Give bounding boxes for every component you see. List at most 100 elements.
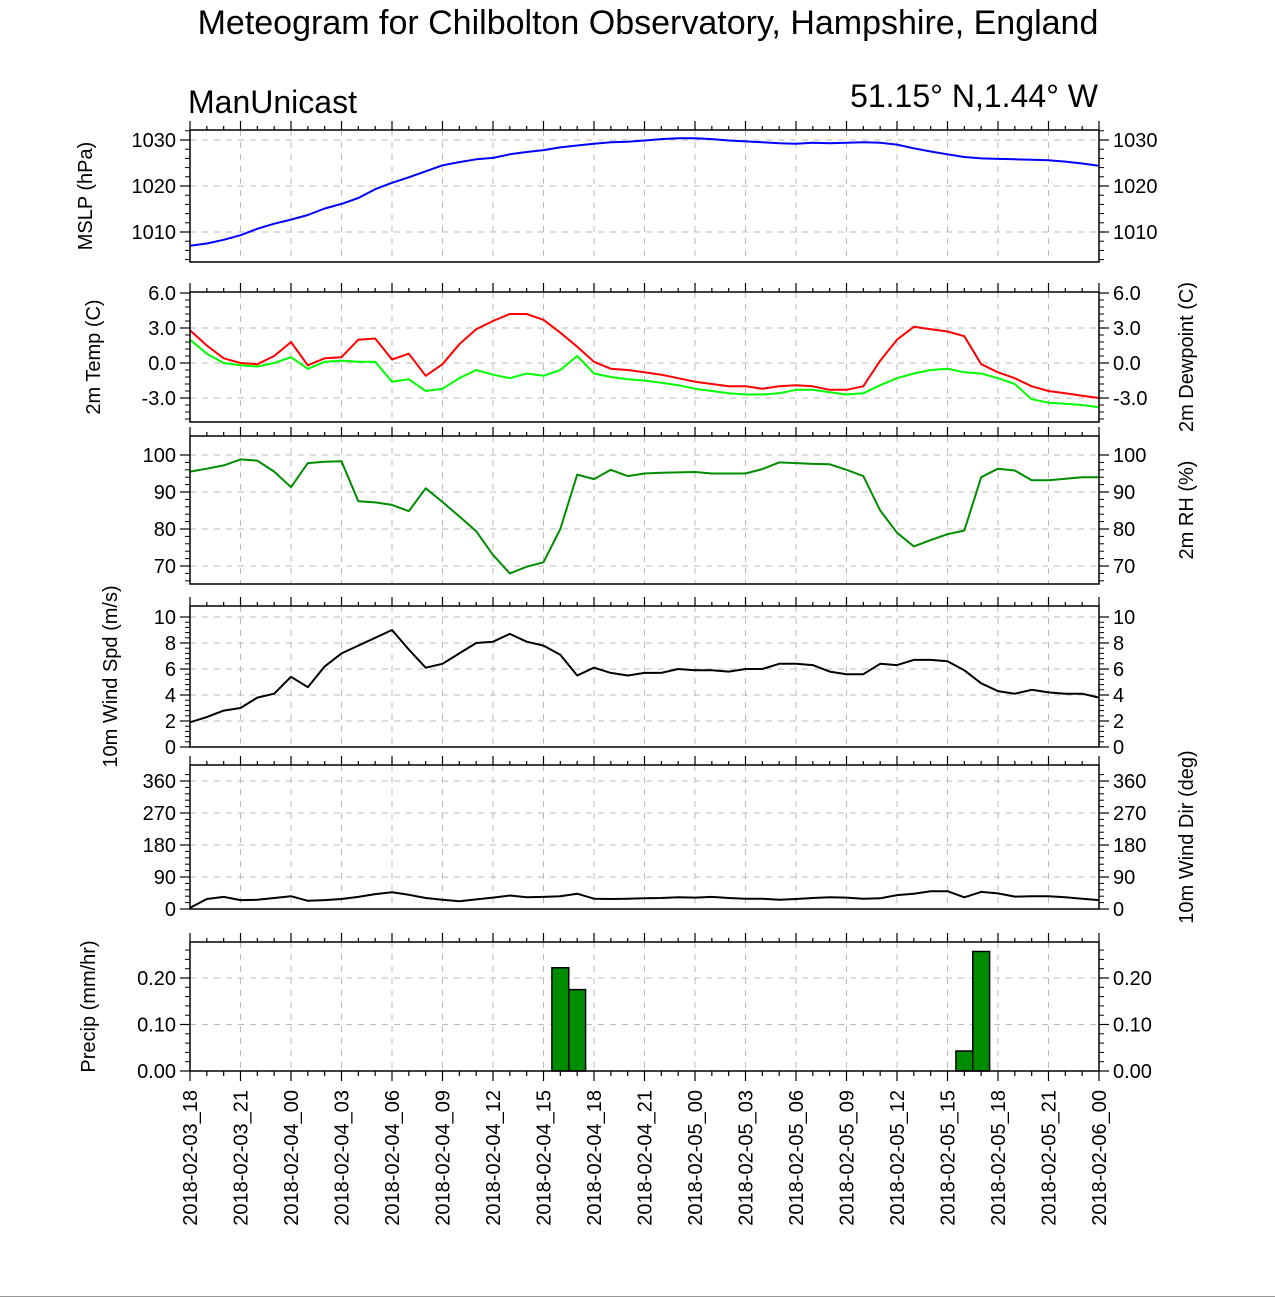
y-tick-label-left: 6 bbox=[165, 659, 176, 681]
y-tick-label-left: 1020 bbox=[132, 176, 177, 198]
y-tick-label-left: 6.0 bbox=[148, 283, 176, 305]
y-tick-label-right: 6.0 bbox=[1113, 283, 1141, 305]
model-label: ManUnicast bbox=[188, 84, 357, 120]
y-tick-label-left: 100 bbox=[143, 445, 176, 467]
y-tick-label-right: 0 bbox=[1113, 737, 1124, 759]
series-line-rh-0 bbox=[189, 458, 1099, 575]
y-axis-title-left: MSLP (hPa) bbox=[75, 142, 97, 251]
series-line-mslp-0 bbox=[189, 137, 1100, 247]
x-tick-label: 2018-02-04_18 bbox=[584, 1090, 606, 1226]
y-tick-label-right: 6 bbox=[1113, 659, 1124, 681]
chart-title: Meteogram for Chilbolton Observatory, Ha… bbox=[198, 4, 1099, 42]
x-tick-label: 2018-02-04_09 bbox=[433, 1090, 455, 1226]
page-bottom-divider bbox=[0, 1296, 1275, 1297]
y-tick-label-left: 4 bbox=[165, 685, 176, 707]
y-tick-label-right: 4 bbox=[1113, 685, 1124, 707]
precip-bar bbox=[955, 1050, 974, 1072]
y-tick-label-right: 10 bbox=[1113, 607, 1135, 629]
y-tick-label-right: 1030 bbox=[1113, 130, 1158, 152]
panel-frame bbox=[189, 605, 1100, 748]
y-tick-label-left: 70 bbox=[154, 556, 176, 578]
y-tick-label-left: 80 bbox=[154, 519, 176, 541]
panel-rh: 70 70 80 80 90 90 100 100 2m RH (%) bbox=[143, 427, 1198, 585]
y-tick-label-right: 90 bbox=[1113, 867, 1135, 889]
x-tick-label: 2018-02-05_00 bbox=[685, 1090, 707, 1226]
y-tick-label-left: 0 bbox=[165, 737, 176, 759]
x-tick-label: 2018-02-05_06 bbox=[786, 1090, 808, 1226]
x-tick-label: 2018-02-05_12 bbox=[887, 1090, 909, 1226]
panel-wdir: 0 0 90 90 180 180 270 270 360 360 10m Wind Dir (de… bbox=[143, 750, 1198, 923]
x-tick-label: 2018-02-03_18 bbox=[180, 1090, 202, 1226]
y-tick-label-left: -3.0 bbox=[142, 388, 176, 410]
series-line-wspd-0 bbox=[189, 629, 1100, 724]
panel-mslp: 1010 1010 1020 1020 1030 1030 MSLP (hPa) bbox=[75, 121, 1158, 263]
y-tick-label-right: 360 bbox=[1113, 771, 1146, 793]
y-tick-label-right: 0.20 bbox=[1113, 968, 1152, 990]
y-tick-label-left: 1030 bbox=[132, 130, 177, 152]
y-axis-title-right: 2m RH (%) bbox=[1176, 461, 1198, 560]
y-tick-label-right: 8 bbox=[1113, 633, 1124, 655]
time-axis: 2018-02-03_18 2018-02-03_21 2018-02-04_00 2… bbox=[180, 1071, 1111, 1226]
y-tick-label-right: 80 bbox=[1113, 519, 1135, 541]
y-tick-label-left: 180 bbox=[143, 835, 176, 857]
x-tick-label: 2018-02-04_03 bbox=[332, 1090, 354, 1226]
y-tick-label-right: 100 bbox=[1113, 445, 1146, 467]
y-tick-label-left: 0 bbox=[165, 899, 176, 921]
y-tick-label-right: 1020 bbox=[1113, 176, 1158, 198]
x-tick-label: 2018-02-04_00 bbox=[281, 1090, 303, 1226]
y-tick-label-right: 70 bbox=[1113, 556, 1135, 578]
x-tick-label: 2018-02-05_03 bbox=[736, 1090, 758, 1226]
x-tick-label: 2018-02-04_21 bbox=[635, 1090, 657, 1226]
x-tick-label: 2018-02-05_18 bbox=[988, 1090, 1010, 1226]
precip-bar bbox=[551, 967, 570, 1072]
y-tick-label-left: 90 bbox=[154, 867, 176, 889]
y-tick-label-right: 90 bbox=[1113, 482, 1135, 504]
y-tick-label-left: 3.0 bbox=[148, 318, 176, 340]
y-axis-title-left: Precip (mm/hr) bbox=[78, 940, 100, 1072]
x-tick-label: 2018-02-05_21 bbox=[1039, 1090, 1061, 1226]
precip-bar bbox=[972, 950, 991, 1072]
y-tick-label-right: 0 bbox=[1113, 899, 1124, 921]
x-tick-label: 2018-02-05_09 bbox=[837, 1090, 859, 1226]
y-tick-label-right: 1010 bbox=[1113, 222, 1158, 244]
panel-precip: 0.00 0.00 0.10 0.10 0.20 0.20 Precip (mm/hr) bbox=[78, 933, 1152, 1083]
x-tick-label: 2018-02-03_21 bbox=[231, 1090, 253, 1226]
series-line-temp-1 bbox=[189, 338, 1100, 409]
location-label: 51.15° N,1.44° W bbox=[850, 78, 1099, 114]
y-tick-label-left: 270 bbox=[143, 803, 176, 825]
x-tick-label: 2018-02-05_15 bbox=[938, 1090, 960, 1226]
panel-wspd: 0 0 2 2 4 4 6 6 8 8 10 10 10m Wind Spd (m/s) bbox=[100, 585, 1135, 767]
y-tick-label-right: 0.10 bbox=[1113, 1015, 1152, 1037]
y-axis-title-left: 10m Wind Spd (m/s) bbox=[100, 585, 122, 767]
y-tick-label-left: 2 bbox=[165, 711, 176, 733]
y-tick-label-left: 10 bbox=[154, 607, 176, 629]
y-tick-label-left: 8 bbox=[165, 633, 176, 655]
y-tick-label-right: 2 bbox=[1113, 711, 1124, 733]
x-tick-label: 2018-02-04_06 bbox=[382, 1090, 404, 1226]
y-tick-label-left: 0.10 bbox=[137, 1015, 176, 1037]
y-tick-label-left: 360 bbox=[143, 771, 176, 793]
y-axis-title-right: 10m Wind Dir (deg) bbox=[1176, 750, 1198, 923]
series-line-wdir-0 bbox=[189, 890, 1100, 909]
precip-bar bbox=[568, 988, 587, 1072]
x-tick-label: 2018-02-04_15 bbox=[534, 1090, 556, 1226]
y-tick-label-right: 3.0 bbox=[1113, 318, 1141, 340]
y-tick-label-right: 270 bbox=[1113, 803, 1146, 825]
y-axis-title-right: 2m Dewpoint (C) bbox=[1176, 282, 1198, 432]
y-tick-label-right: 0.00 bbox=[1113, 1061, 1152, 1083]
y-tick-label-left: 0.20 bbox=[137, 968, 176, 990]
series-line-temp-0 bbox=[189, 313, 1100, 399]
panel-temp: -3.0 -3.0 0.0 0.0 3.0 3.0 6.0 6.0 2m Temp (C) 2m … bbox=[83, 282, 1198, 432]
y-axis-title-left: 2m Temp (C) bbox=[83, 299, 105, 414]
x-tick-label: 2018-02-06_00 bbox=[1089, 1090, 1111, 1226]
y-tick-label-right: 0.0 bbox=[1113, 353, 1141, 375]
y-tick-label-right: -3.0 bbox=[1113, 388, 1147, 410]
y-tick-label-left: 1010 bbox=[132, 222, 177, 244]
y-tick-label-left: 90 bbox=[154, 482, 176, 504]
y-tick-label-right: 180 bbox=[1113, 835, 1146, 857]
y-tick-label-left: 0.0 bbox=[148, 353, 176, 375]
y-tick-label-left: 0.00 bbox=[137, 1061, 176, 1083]
x-tick-label: 2018-02-04_12 bbox=[483, 1090, 505, 1226]
